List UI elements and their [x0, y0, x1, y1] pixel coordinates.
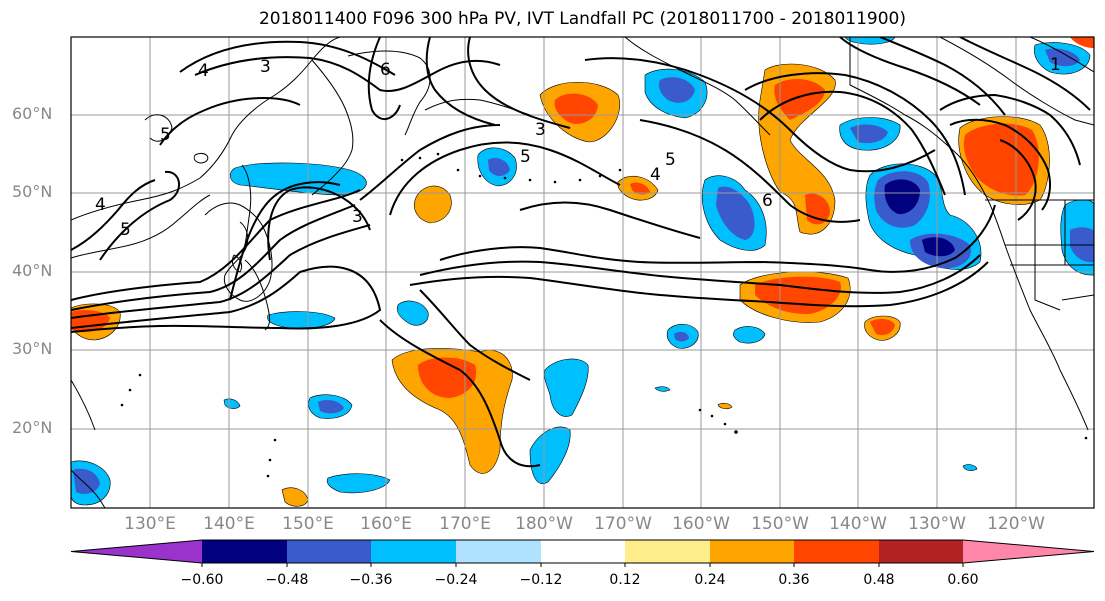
lon-label-130e: 130°E: [124, 514, 176, 534]
lon-label-130w: 130°W: [908, 514, 966, 534]
lon-label-150w: 150°W: [751, 514, 809, 534]
colorbar-segment: [202, 540, 287, 563]
colorbar-label: −0.48: [265, 572, 309, 588]
lon-label-160w: 160°W: [672, 514, 730, 534]
colorbar-extend-max: [963, 540, 1094, 563]
contour-label: 5: [665, 150, 676, 170]
contour-label: 1: [1050, 55, 1061, 75]
colorbar-segment: [794, 540, 879, 563]
lat-label-60n: 60°N: [12, 104, 53, 123]
contour-label: 4: [95, 195, 106, 215]
pc-shading: [71, 37, 1094, 507]
contour-label: 5: [120, 220, 131, 240]
colorbar-segment: [456, 540, 541, 563]
contour-label: 3: [535, 120, 546, 140]
lon-label-180w: 180°W: [515, 514, 573, 534]
contour-label: 6: [380, 60, 391, 80]
colorbar-segment: [879, 540, 963, 563]
lat-label-40n: 40°N: [12, 261, 53, 280]
colorbar-extend-min: [71, 540, 203, 563]
colorbar-label: 0.24: [694, 572, 726, 588]
colorbar: [70, 539, 1095, 564]
contour-label: 6: [762, 191, 773, 211]
contour-label: 4: [650, 165, 661, 185]
graticule: [71, 37, 1094, 508]
contour-labels: 4 3 6 5 3 4 5 3 5 4 6 5 1: [95, 55, 1061, 240]
colorbar-label: −0.12: [519, 572, 563, 588]
lon-label-160e: 160°E: [360, 514, 412, 534]
colorbar-label: 0.48: [863, 572, 895, 588]
colorbar-label: −0.60: [180, 572, 224, 588]
contour-label: 5: [160, 125, 171, 145]
lat-label-20n: 20°N: [12, 418, 53, 437]
colorbar-label: 0.60: [947, 572, 979, 588]
colorbar-label: −0.36: [349, 572, 393, 588]
colorbar-segment: [371, 540, 456, 563]
map-title: 2018011400 F096 300 hPa PV, IVT Landfall…: [258, 9, 906, 29]
colorbar-label: −0.24: [434, 572, 478, 588]
colorbar-label: 0.36: [778, 572, 810, 588]
lat-label-30n: 30°N: [12, 339, 53, 358]
colorbar-segment: [541, 540, 625, 563]
lon-label-170w: 170°W: [594, 514, 652, 534]
contour-label: 3: [352, 207, 363, 227]
contour-label: 5: [520, 147, 531, 167]
pv-contours: [71, 37, 1091, 468]
map-frame: [70, 36, 1095, 509]
colorbar-segment: [710, 540, 794, 563]
colorbar-ticks: [201, 563, 964, 567]
contour-label: 3: [260, 57, 271, 77]
colorbar-segment: [287, 540, 371, 563]
lon-label-120w: 120°W: [987, 514, 1045, 534]
lon-label-140e: 140°E: [203, 514, 255, 534]
colorbar-segment: [625, 540, 710, 563]
contour-label: 4: [198, 61, 209, 81]
lon-label-150e: 150°E: [282, 514, 334, 534]
lon-label-140w: 140°W: [829, 514, 887, 534]
lat-label-50n: 50°N: [12, 182, 53, 201]
colorbar-label: 0.12: [609, 572, 641, 588]
lon-label-170e: 170°E: [439, 514, 491, 534]
